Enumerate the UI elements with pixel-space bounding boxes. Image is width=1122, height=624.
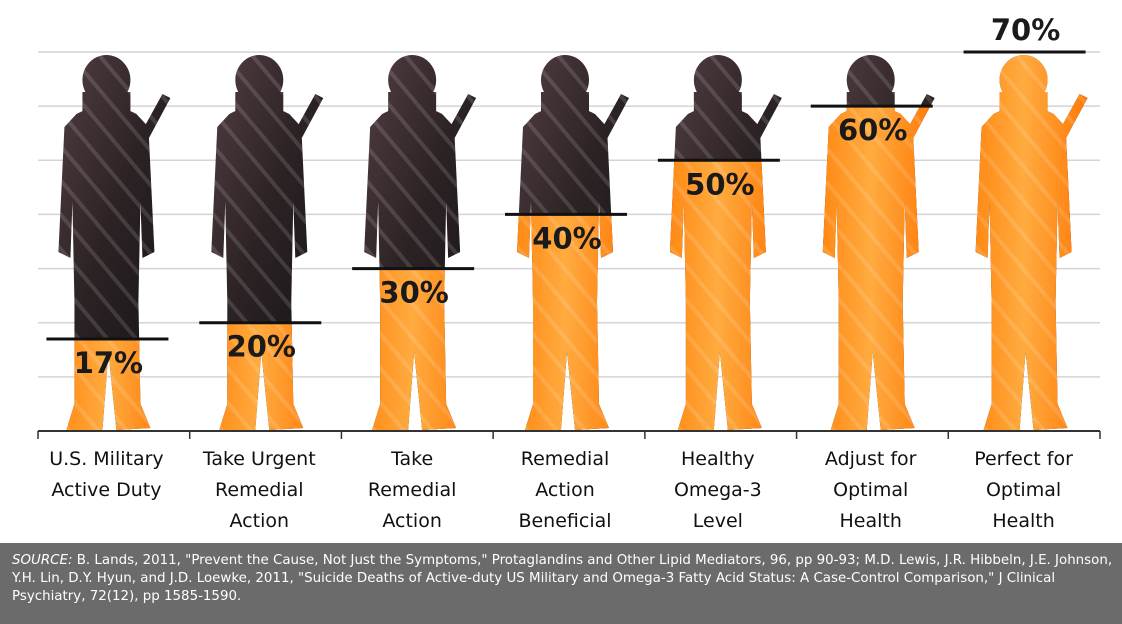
soldier xyxy=(342,52,482,432)
source-label: SOURCE: xyxy=(12,553,72,568)
soldier-body xyxy=(801,52,941,432)
x-tick-label: U.S. Military Active Duty xyxy=(31,444,181,506)
soldier-body xyxy=(648,52,788,432)
source-text: B. Lands, 2011, "Prevent the Cause, Not … xyxy=(12,553,1112,604)
soldier xyxy=(189,52,329,432)
soldier xyxy=(954,52,1094,432)
x-tick-label: Take Urgent Remedial Action xyxy=(184,444,334,537)
x-tick-label: Remedial Action Beneficial xyxy=(490,444,640,537)
stripes xyxy=(954,52,1094,432)
soldier-body xyxy=(342,52,482,432)
soldier-body xyxy=(189,52,329,432)
stripes xyxy=(801,52,941,432)
value-label: 20% xyxy=(227,330,296,364)
value-label: 30% xyxy=(379,276,448,310)
value-label: 70% xyxy=(991,13,1060,47)
x-tick-label: Take Remedial Action xyxy=(337,444,487,537)
stripes xyxy=(342,52,482,432)
stripes xyxy=(189,52,329,432)
source-note: SOURCE: B. Lands, 2011, "Prevent the Cau… xyxy=(0,543,1122,624)
soldier-body xyxy=(954,52,1094,432)
soldier xyxy=(801,52,941,432)
value-label: 40% xyxy=(532,221,601,255)
x-tick-label: Adjust for Optimal Health xyxy=(796,444,946,537)
value-label: 50% xyxy=(685,167,754,201)
soldier xyxy=(648,52,788,432)
stripes xyxy=(648,52,788,432)
page: 17% 20% 30% 40% 50% 60% 70% U.S. Military Acti… xyxy=(0,0,1122,624)
value-label: 60% xyxy=(838,113,907,147)
soldiers: 17% 20% 30% 40% 50% 60% 70% xyxy=(36,13,1093,432)
x-tick-label: Perfect for Optimal Health xyxy=(949,444,1099,537)
x-tick-label: Healthy Omega-3 Level xyxy=(643,444,793,537)
value-label: 17% xyxy=(74,346,143,380)
